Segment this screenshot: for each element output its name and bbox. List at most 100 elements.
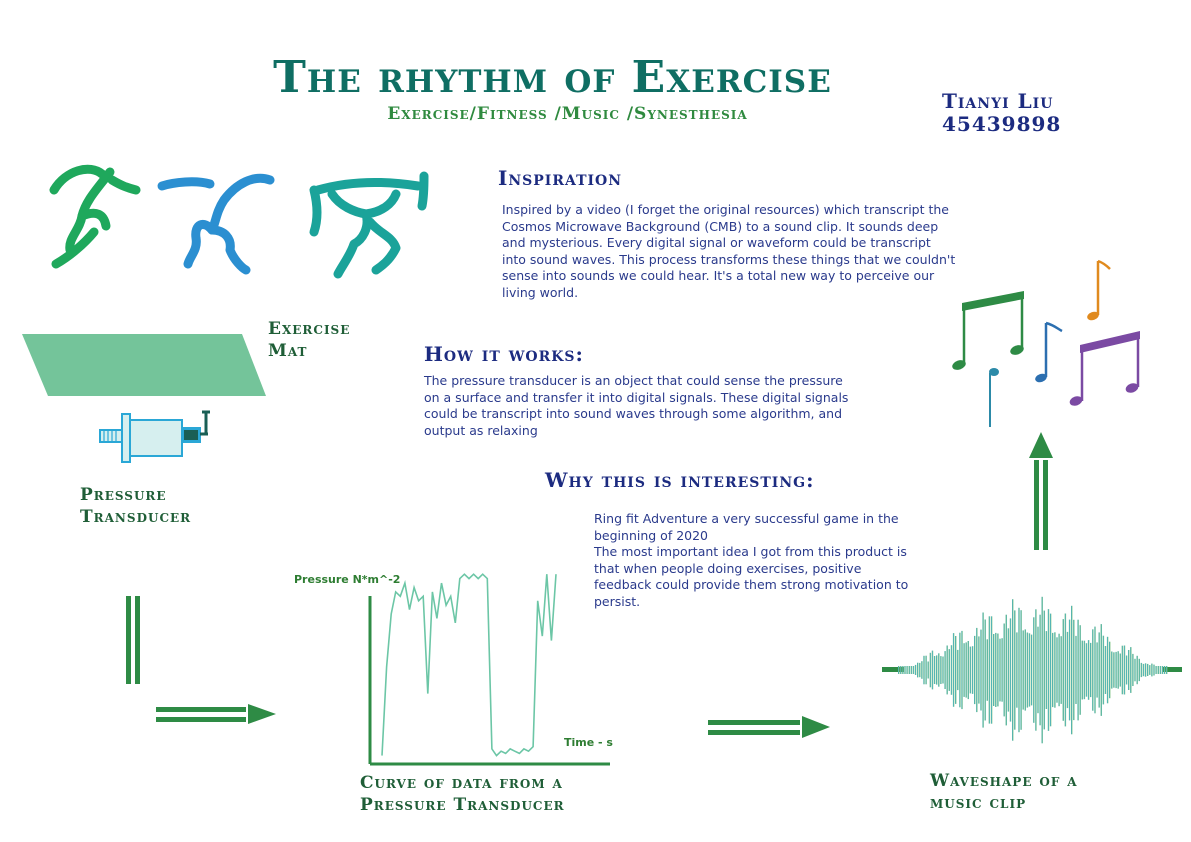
waveform-bar: [906, 666, 908, 674]
waveform-bar: [1041, 596, 1043, 744]
music-note-purple: [1069, 331, 1140, 406]
waveform-bar: [1066, 631, 1069, 709]
waveform-bar: [1155, 666, 1157, 674]
waveform-bar: [1128, 650, 1130, 690]
exercise-mat-label-line1: Exercise: [268, 319, 351, 339]
why-interesting-heading: Why this is interesting:: [545, 468, 815, 492]
waveform-bar: [1054, 632, 1056, 708]
waveform-bar: [986, 639, 988, 701]
waveform-bar: [997, 633, 999, 707]
waveform-bar: [904, 666, 906, 674]
waveform-bar: [1092, 629, 1094, 711]
pressure-curve-chart: [368, 573, 610, 766]
waveform-bar: [984, 619, 986, 721]
waveform-bar: [993, 634, 995, 706]
exercise-mat-label-line2: Mat: [268, 341, 308, 361]
waveform-bar: [1028, 633, 1031, 707]
waveform-bar: [914, 664, 917, 675]
music-note-green: [952, 291, 1024, 370]
why-interesting-line1: Ring fit Adventure a very successful gam…: [594, 511, 899, 543]
waveform-bar: [1056, 637, 1058, 703]
waveform-bar: [1016, 632, 1018, 708]
waveform-bar: [1005, 614, 1007, 726]
waveform-bar: [1064, 613, 1067, 727]
waveform-bar: [995, 632, 997, 707]
waveform-bar: [980, 629, 982, 711]
author-block: Tianyi Liu 45439898: [942, 90, 1061, 136]
runner-icon: [49, 164, 141, 269]
curve-label-line1: Curve of data from a: [360, 773, 563, 793]
exercise-mat-label: Exercise Mat: [268, 318, 350, 362]
page-subtitle: Exercise/Fitness /Music /Synesthesia: [387, 104, 748, 124]
waveform-bar: [1159, 666, 1162, 674]
pressure-transducer-label-line2: Transducer: [80, 507, 192, 527]
waveform-bar: [959, 632, 961, 708]
sport-figures: [49, 164, 429, 279]
waveform-bar: [1161, 666, 1164, 674]
waveform-bar: [1052, 632, 1054, 708]
chart-x-axis-label: Time - s: [564, 736, 613, 749]
waveform-bar: [1068, 619, 1071, 721]
waveform-bar: [1047, 609, 1050, 731]
waveform-bar: [971, 646, 974, 694]
why-interesting-text: Ring fit Adventure a very successful gam…: [594, 511, 919, 610]
waveform-bar: [961, 630, 963, 710]
waveform-bar: [923, 655, 925, 685]
waveform-bar: [898, 666, 900, 674]
waveform-bar: [1024, 629, 1026, 711]
waveform-bar: [1079, 625, 1081, 715]
waveform-bar: [1113, 652, 1115, 688]
waveform-bar: [1140, 662, 1143, 678]
waveform-bar: [978, 636, 980, 704]
how-it-works-heading: How it works:: [424, 342, 584, 366]
waveform-bar: [1138, 658, 1140, 682]
weightlifter-icon: [309, 171, 429, 279]
waveform-bar: [938, 653, 940, 687]
waveform-bar: [900, 666, 902, 674]
inspiration-text: Inspired by a video (I forget the origin…: [502, 202, 956, 300]
waveform-label-line2: music clip: [930, 793, 1027, 813]
waveform-bar: [917, 662, 919, 678]
waveform-bar: [1117, 651, 1119, 689]
waveform-bar: [1102, 635, 1105, 705]
waveform-bar: [1087, 640, 1090, 700]
music-note-blue-small: [989, 368, 999, 427]
waveform-bar: [910, 666, 913, 674]
waveform-bar: [988, 616, 991, 724]
inspiration-heading: Inspiration: [498, 166, 623, 190]
waveform-bar: [1081, 640, 1083, 700]
waveform-bar: [1166, 666, 1168, 674]
waveform-bar: [1039, 614, 1041, 726]
waveform-bar: [1098, 632, 1100, 708]
waveform-bar: [982, 612, 984, 728]
waveform-bar: [942, 656, 944, 684]
waveform-bar: [1109, 641, 1111, 699]
curve-label-line2: Pressure Transducer: [360, 795, 565, 815]
waveform-bar: [1033, 617, 1035, 723]
waveform-bar: [1022, 630, 1024, 710]
pressure-transducer-icon: [99, 410, 210, 463]
waveform-bar: [1001, 638, 1003, 702]
waveform-bar: [908, 666, 910, 674]
waveform-bar: [931, 650, 934, 690]
waveform-bar: [1085, 643, 1088, 697]
waveform-bar: [1083, 640, 1086, 700]
waveform-label: Waveshape of a music clip: [930, 770, 1078, 814]
music-note-orange: [1087, 259, 1111, 321]
waveform-bar: [974, 635, 976, 705]
waveform-bar: [944, 651, 946, 689]
waveform-bar: [957, 649, 959, 691]
waveform-bar: [1060, 636, 1062, 704]
waveform-bar: [1130, 647, 1132, 693]
page-title: The rhythm of Exercise: [273, 52, 832, 103]
pressure-transducer-label-line1: Pressure: [80, 485, 167, 505]
waveform-bar: [1003, 623, 1005, 717]
why-interesting-line2: The most important idea I got from this …: [594, 544, 909, 609]
waveform-bar: [1121, 645, 1124, 695]
waveform-bar: [1096, 642, 1098, 698]
arrow-down-right: [126, 596, 276, 724]
waveform-bar: [990, 616, 993, 724]
waveform-bar: [1119, 653, 1121, 687]
waveform-bar: [1073, 619, 1075, 721]
waveform-bar: [1090, 642, 1092, 698]
